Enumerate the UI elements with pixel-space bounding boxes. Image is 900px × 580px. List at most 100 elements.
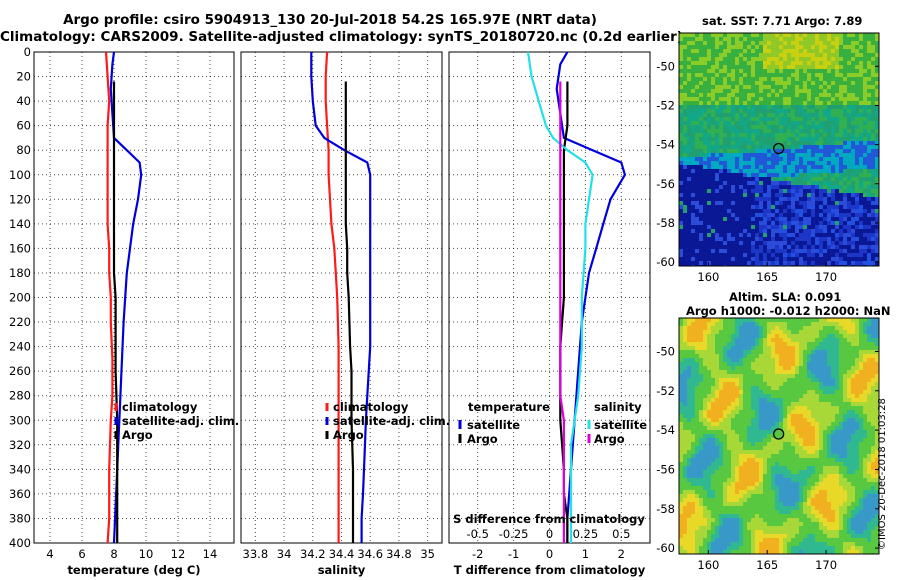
map-cell [687,378,691,382]
map-cell [875,189,879,193]
map-cell [859,318,863,322]
map-cell [739,402,743,406]
map-cell [871,241,875,245]
map-cell [771,354,775,358]
map-cell [687,45,691,49]
map-cell [831,185,835,189]
map-cell [831,201,835,205]
map-cell [739,354,743,358]
map-cell [847,394,851,398]
map-cell [871,101,875,105]
map-cell [783,430,787,434]
map-cell [767,462,771,466]
map-cell [731,398,735,402]
map-cell [795,121,799,125]
map-cell [767,249,771,253]
map-cell [871,117,875,121]
map-cell [791,406,795,410]
map-cell [843,402,847,406]
map-cell [811,438,815,442]
map-cell [855,426,859,430]
map-cell [843,109,847,113]
map-cell [743,81,747,85]
map-cell [875,450,879,454]
series-line-argo [344,81,355,543]
map-cell [679,346,683,350]
map-cell [775,249,779,253]
map-cell [759,133,763,137]
map-cell [751,426,755,430]
map-cell [715,394,719,398]
profile-panel-temperature: 0204060801001201401601802002202402602803… [9,45,235,577]
map-cell [711,133,715,137]
map-cell [723,358,727,362]
map-cell [871,189,875,193]
map-cell [811,386,815,390]
map-cell [763,326,767,330]
map-cell [771,109,775,113]
map-cell [835,318,839,322]
map-cell [791,350,795,354]
map-cell [771,189,775,193]
map-cell [683,346,687,350]
map-cell [691,33,695,37]
map-cell [683,330,687,334]
map-cell [699,330,703,334]
map-cell [783,45,787,49]
map-cell [703,382,707,386]
map-cell [691,414,695,418]
map-cell [851,117,855,121]
map-cell [847,390,851,394]
map-cell [735,382,739,386]
map-cell [799,73,803,77]
map-cell [695,133,699,137]
map-cell [811,446,815,450]
map-cell [831,358,835,362]
map-cell [731,77,735,81]
map-cell [851,193,855,197]
map-cell [787,57,791,61]
map-cell [859,117,863,121]
map-cell [859,137,863,141]
map-cell [751,105,755,109]
map-cell [791,129,795,133]
map-cell [847,209,851,213]
map-cell [695,117,699,121]
map-cell [779,201,783,205]
map-cell [843,322,847,326]
map-cell [787,342,791,346]
map-cell [791,181,795,185]
map-cell [731,149,735,153]
map-cell [715,161,719,165]
map-cell [759,89,763,93]
map-cell [835,101,839,105]
map-cell [851,446,855,450]
map-cell [875,229,879,233]
map-cell [755,45,759,49]
map-cell [767,89,771,93]
map-cell [851,165,855,169]
map-cell [759,217,763,221]
map-cell [807,189,811,193]
map-cell [735,257,739,261]
map-cell [835,406,839,410]
map-cell [871,438,875,442]
map-cell [767,125,771,129]
map-cell [815,109,819,113]
map-cell [715,169,719,173]
map-cell [807,141,811,145]
map-cell [843,57,847,61]
map-cell [859,462,863,466]
map-cell [843,394,847,398]
map-cell [859,458,863,462]
map-cell [767,101,771,105]
map-cell [863,113,867,117]
map-cell [747,89,751,93]
map-cell [727,137,731,141]
map-cell [859,125,863,129]
map-cell [815,117,819,121]
map-cell [771,438,775,442]
map-cell [875,165,879,169]
map-cell [871,418,875,422]
map-cell [703,85,707,89]
